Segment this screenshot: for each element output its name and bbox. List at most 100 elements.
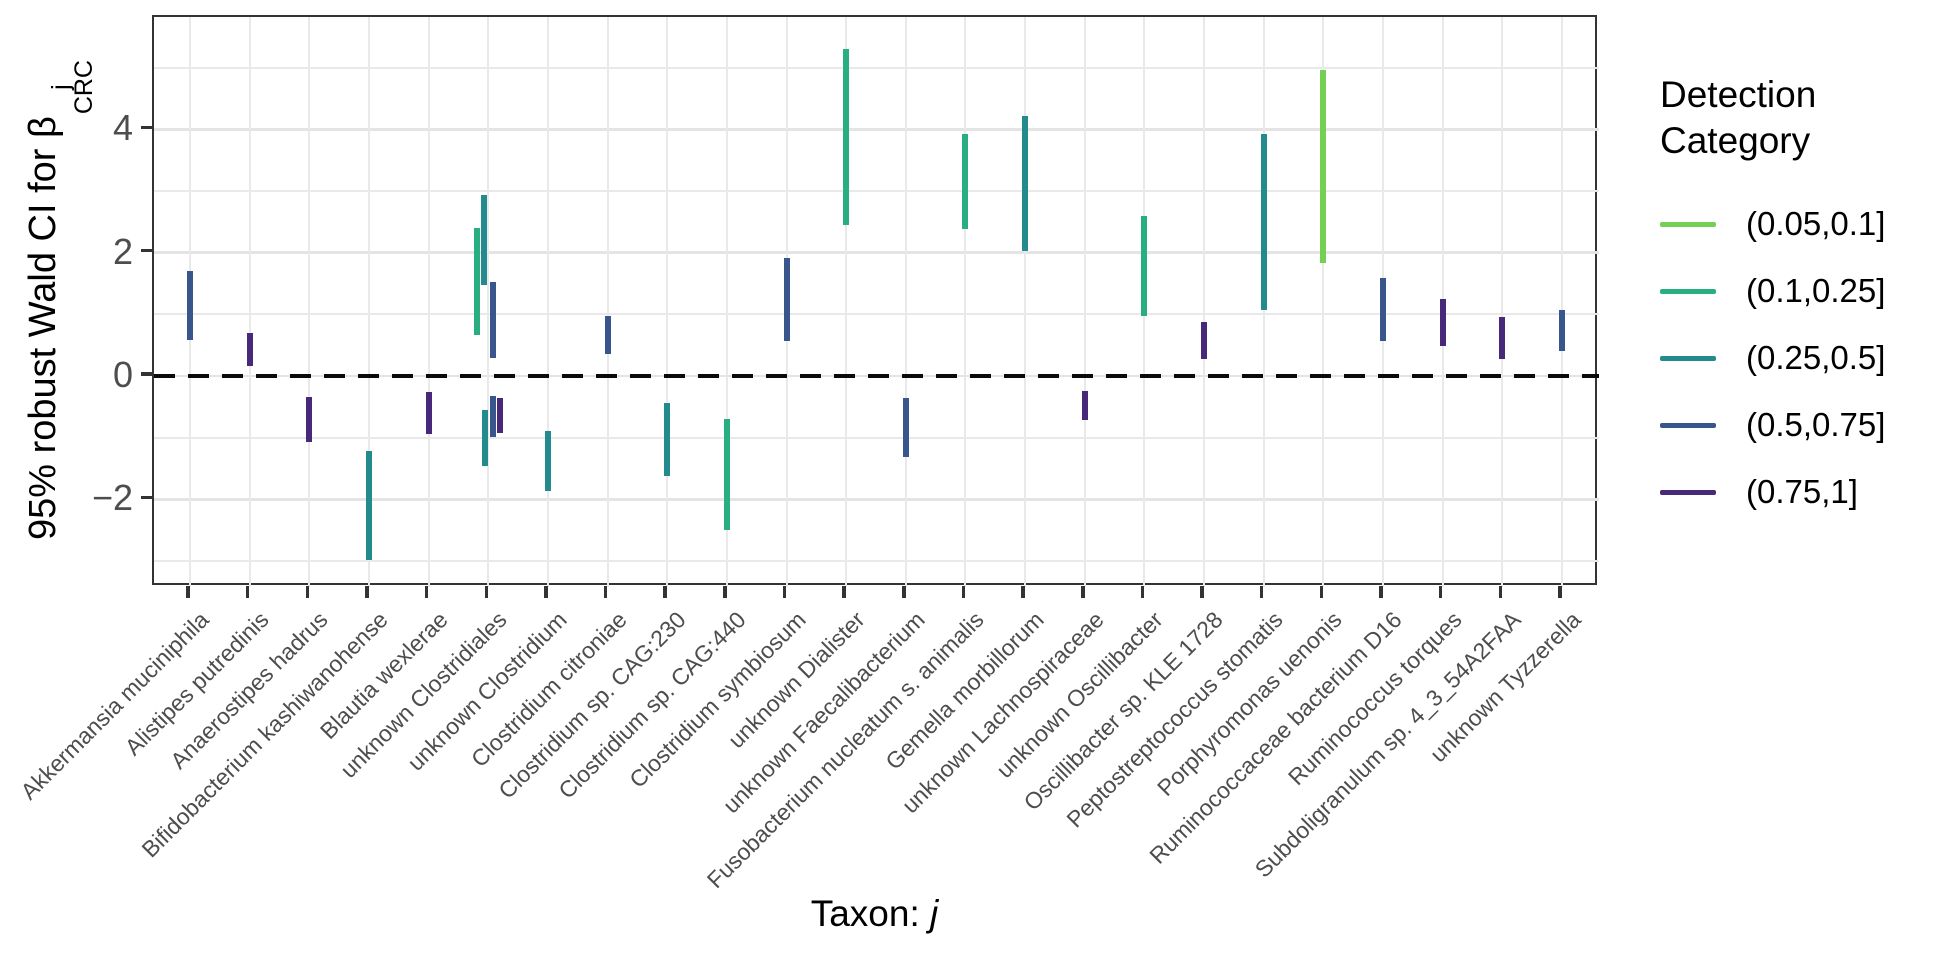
y-axis-tick-mark (141, 372, 152, 376)
ci-bar (1141, 215, 1148, 316)
y-gridline-minor (154, 66, 1599, 69)
x-gridline (367, 17, 370, 587)
ci-bar (1260, 133, 1267, 311)
ci-bar (1201, 321, 1208, 359)
y-gridline-minor (154, 313, 1599, 316)
x-axis-tick-mark (1498, 586, 1503, 598)
legend-entries: (0.05,0.1] (0.1,0.25] (0.25,0.5] (0.5,0.75]… (1660, 191, 1885, 526)
x-axis-tick-mark (1081, 586, 1085, 598)
x-axis-tick-mark (603, 586, 608, 598)
x-axis-tick-mark (245, 586, 250, 598)
ci-bar (1081, 390, 1088, 420)
x-gridline (1083, 17, 1086, 587)
y-gridline-major (154, 251, 1599, 254)
zero-reference-line (154, 374, 1599, 378)
legend-key-line (1660, 355, 1716, 361)
x-gridline (248, 17, 251, 587)
y-axis-tick-label: −2 (91, 477, 133, 519)
x-axis-tick-mark (1438, 586, 1443, 598)
ci-bar (544, 430, 551, 492)
legend-item: (0.25,0.5] (1660, 325, 1885, 392)
ci-bar (1380, 277, 1386, 342)
y-axis-tick-mark (141, 248, 152, 253)
legend-item: (0.5,0.75] (1660, 392, 1885, 459)
x-gridline (1322, 17, 1325, 587)
ci-bar (365, 451, 372, 560)
ci-bar (843, 48, 850, 225)
legend: Detection Category (0.05,0.1] (0.1,0.25](… (1660, 72, 1885, 526)
legend-item-label: (0.5,0.75] (1746, 406, 1886, 443)
legend-key-line (1660, 422, 1716, 428)
legend-key-line (1660, 288, 1716, 294)
x-gridline (487, 17, 490, 587)
ci-bar (489, 395, 496, 438)
x-gridline (845, 17, 848, 587)
x-axis-tick-mark (1021, 586, 1025, 598)
x-axis-tick-mark (902, 586, 906, 598)
ci-bar (425, 392, 432, 434)
beta-supsub: j CRC (47, 60, 98, 115)
y-gridline-minor (154, 436, 1599, 439)
x-gridline (1560, 17, 1563, 587)
ci-bar (783, 258, 790, 342)
legend-item-label: (0.25,0.5] (1746, 339, 1886, 376)
legend-title-line1: Detection (1660, 74, 1817, 115)
x-gridline (666, 17, 669, 587)
x-axis-title-text: Taxon: (810, 893, 931, 934)
ci-bar (962, 133, 969, 229)
ci-bar (902, 397, 909, 457)
ci-bar (187, 270, 193, 341)
x-gridline (1203, 17, 1206, 587)
x-axis-tick-mark (1200, 586, 1204, 598)
x-gridline (308, 17, 311, 587)
ci-bar (482, 409, 489, 466)
ci-bar (489, 282, 496, 359)
plot-panel (152, 15, 1599, 587)
legend-key-line (1660, 221, 1716, 227)
y-axis-tick-mark (141, 125, 152, 130)
ci-bar (1022, 115, 1029, 251)
y-axis-tick-label: 4 (112, 107, 133, 149)
x-axis-tick-mark (723, 586, 727, 598)
x-axis-title: Taxon: j (575, 893, 1175, 935)
legend-item-label: (0.75,1] (1746, 473, 1858, 510)
ci-bar (604, 316, 611, 355)
x-gridline (427, 17, 430, 587)
x-gridline (725, 17, 728, 587)
y-gridline-major (154, 128, 1599, 131)
y-axis-tick-label: 2 (112, 230, 133, 272)
ci-bar (664, 402, 671, 476)
legend-title: Detection Category (1660, 72, 1885, 165)
x-axis-tick-mark (544, 586, 548, 598)
y-gridline-minor (154, 559, 1599, 562)
ci-bar (246, 333, 253, 366)
ci-bar (474, 228, 481, 336)
ci-bar (306, 396, 313, 442)
legend-key-line (1660, 489, 1716, 495)
x-axis-tick-mark (1259, 586, 1264, 598)
x-axis-tick-mark (663, 586, 667, 598)
x-axis-tick-mark (365, 586, 369, 598)
legend-item: (0.1,0.25] (1660, 258, 1885, 325)
y-gridline-minor (154, 190, 1599, 193)
x-axis-tick-mark (1379, 586, 1383, 598)
ci-bar (1558, 310, 1565, 352)
x-axis-tick-mark (424, 586, 429, 598)
x-gridline (964, 17, 967, 587)
x-axis-tick-mark (782, 586, 787, 598)
legend-item: (0.75,1] (1660, 459, 1885, 526)
ci-bar (723, 418, 730, 531)
legend-title-line2: Category (1660, 120, 1811, 162)
x-gridline (546, 17, 549, 587)
x-gridline (904, 17, 907, 587)
legend-item: (0.05,0.1] (1660, 191, 1885, 258)
x-gridline (606, 17, 609, 587)
x-axis-title-variable: j (930, 893, 939, 934)
x-axis-tick-mark (484, 586, 488, 598)
beta-subscript: CRC (69, 60, 98, 115)
y-axis-title: 95% robust Wald CI for β j CRC (22, 0, 98, 610)
y-axis-tick-mark (141, 495, 152, 500)
x-gridline (1501, 17, 1504, 587)
x-axis-tick-mark (842, 586, 846, 598)
